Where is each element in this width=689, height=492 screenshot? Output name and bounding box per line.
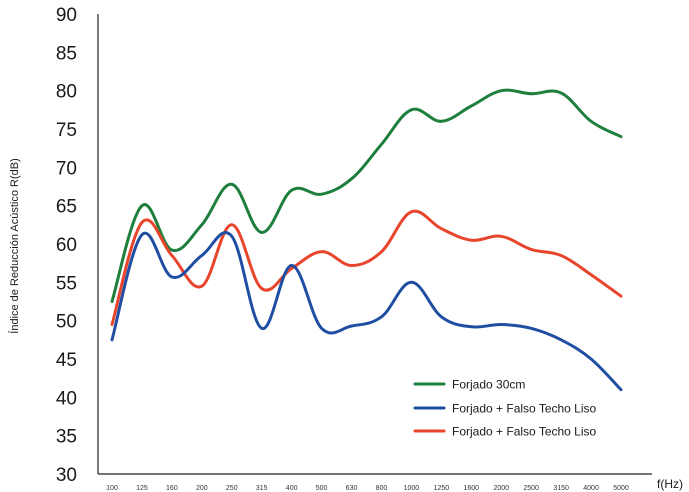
x-tick-label: 125 — [136, 485, 148, 492]
series-lines — [110, 88, 623, 392]
x-tick-label: 3150 — [553, 485, 569, 492]
y-tick-label: 30 — [56, 465, 77, 486]
x-tick-label: 1600 — [464, 485, 480, 492]
x-tick-label: 400 — [286, 485, 298, 492]
y-tick-label: 40 — [56, 388, 77, 409]
x-tick-label: 250 — [226, 485, 238, 492]
x-tick-label: 5000 — [613, 485, 629, 492]
x-tick-label: 160 — [166, 485, 178, 492]
x-tick-label: 100 — [106, 485, 118, 492]
x-tick-label: 800 — [376, 485, 388, 492]
y-tick-label: 45 — [56, 350, 77, 371]
series-line-2 — [110, 231, 623, 392]
x-axis-label: f(Hz) — [657, 477, 683, 491]
x-tick-label: 1000 — [404, 485, 420, 492]
x-tick-label: 4000 — [583, 485, 599, 492]
y-tick-label: 50 — [56, 312, 77, 333]
y-tick-label: 75 — [56, 120, 77, 141]
series-line-3 — [110, 209, 623, 326]
legend: Forjado 30cm Forjado + Falso Techo Liso Fo… — [413, 378, 597, 439]
y-tick-label: 80 — [56, 82, 77, 103]
y-tick-label: 60 — [56, 235, 77, 256]
y-tick-label: 65 — [56, 197, 77, 218]
x-tick-label: 200 — [196, 485, 208, 492]
y-tick-labels: 30 35 40 45 50 55 60 65 70 75 80 85 90 — [56, 5, 77, 486]
legend-label: Forjado + Falso Techo Liso — [452, 425, 597, 439]
x-tick-label: 500 — [316, 485, 328, 492]
y-tick-label: 35 — [56, 427, 77, 448]
legend-label: Forjado + Falso Techo Liso — [452, 402, 597, 416]
series-line-1 — [110, 88, 623, 303]
y-tick-label: 85 — [56, 43, 77, 64]
x-tick-label: 630 — [346, 485, 358, 492]
x-tick-label: 1250 — [434, 485, 450, 492]
y-axis-label: Índice de Reducción Acústico R(dB) — [8, 158, 21, 333]
x-tick-label: 2000 — [493, 485, 509, 492]
x-tick-label: 2500 — [523, 485, 539, 492]
legend-label: Forjado 30cm — [452, 378, 525, 392]
y-tick-label: 55 — [56, 273, 77, 294]
x-tick-label: 315 — [256, 485, 268, 492]
y-tick-label: 70 — [56, 158, 77, 179]
x-tick-labels: 100 125 160 200 250 315 400 500 630 800 1000 1250 16… — [106, 485, 629, 492]
y-tick-label: 90 — [56, 5, 77, 26]
